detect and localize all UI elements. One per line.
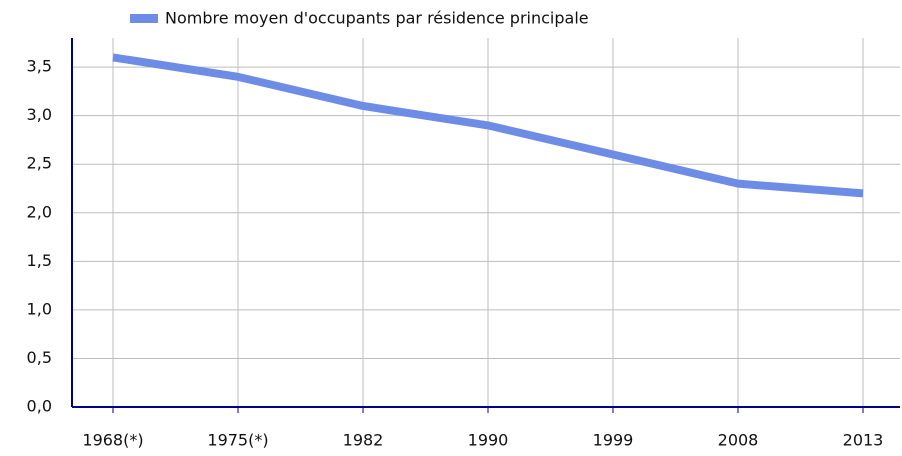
y-tick-label: 3,5 [27, 57, 52, 76]
legend-label: Nombre moyen d'occupants par résidence p… [165, 9, 589, 28]
y-tick-label: 1,0 [27, 299, 52, 318]
y-tick-label: 3,0 [27, 105, 52, 124]
data-line [112, 53, 864, 198]
y-tick-label: 0,5 [27, 348, 52, 367]
x-tick-label: 1990 [468, 431, 509, 450]
x-tick-label: 1999 [593, 431, 634, 450]
x-tick-label: 1982 [343, 431, 384, 450]
y-tick-label: 2,5 [27, 154, 52, 173]
y-tick-label: 1,5 [27, 251, 52, 270]
x-tick-label: 1975(*) [207, 431, 268, 450]
x-tick-label: 2008 [718, 431, 759, 450]
x-tick-label: 1968(*) [82, 431, 143, 450]
y-tick-label: 2,0 [27, 202, 52, 221]
x-tick-label: 2013 [843, 431, 884, 450]
legend-swatch [130, 14, 158, 23]
y-tick-label: 0,0 [27, 397, 52, 416]
